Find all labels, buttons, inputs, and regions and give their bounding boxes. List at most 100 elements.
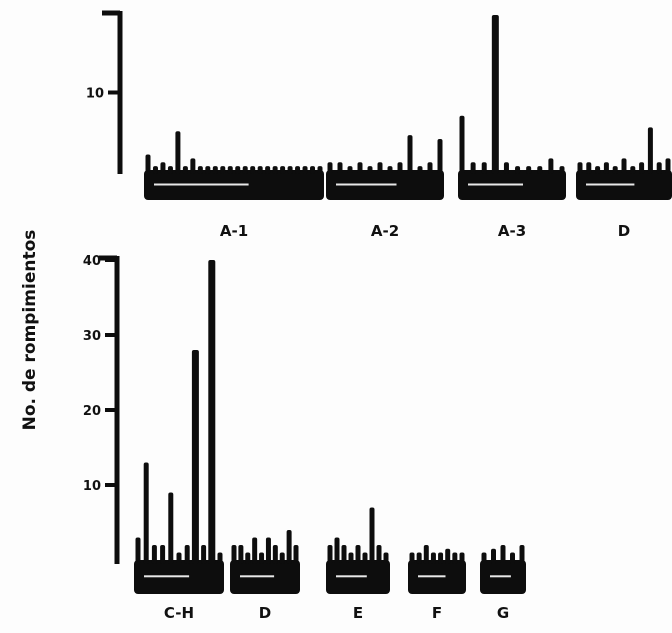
bar (648, 127, 653, 174)
baseline-streak (468, 184, 523, 186)
category-label: G (497, 604, 509, 622)
bar (639, 162, 644, 174)
bar (287, 530, 292, 564)
bar (515, 166, 520, 174)
bar (613, 166, 618, 174)
bar-group: G (480, 545, 526, 622)
y-axis-label: No. de rompimientos (20, 230, 40, 431)
y-tick-label: 10 (83, 479, 101, 494)
bar (370, 508, 375, 565)
bar (348, 166, 353, 174)
bar (604, 162, 609, 174)
bar (235, 166, 240, 174)
panel-top: 10 A-1 A-2 A-3 D (86, 11, 672, 240)
y-axis-label-text: No. de rompimientos (20, 230, 40, 431)
bar (144, 463, 149, 565)
category-label: D (259, 604, 271, 622)
bar (410, 553, 415, 565)
bar (335, 538, 340, 565)
bar (445, 549, 450, 564)
bar (205, 166, 210, 174)
baseline-streak (154, 184, 249, 186)
bar (520, 545, 525, 564)
bar (471, 162, 476, 174)
bar (388, 166, 393, 174)
bar (537, 166, 542, 174)
bar (318, 166, 323, 174)
bar (252, 538, 257, 565)
category-label: A-3 (498, 222, 526, 240)
bar (428, 162, 433, 174)
bar (288, 166, 293, 174)
bar (510, 553, 515, 565)
bar (160, 162, 165, 174)
bar-group: A-3 (458, 15, 566, 240)
bar-group: A-2 (326, 135, 444, 240)
bar (408, 135, 413, 174)
bar (586, 162, 591, 174)
bar (438, 553, 443, 565)
bar-group: D (230, 530, 300, 622)
baseline-streak (240, 575, 274, 577)
bar (273, 545, 278, 564)
bar (259, 553, 264, 565)
bar (198, 166, 203, 174)
bar (295, 166, 300, 174)
bar (228, 166, 233, 174)
bar (431, 553, 436, 565)
bar (280, 553, 285, 565)
panel-bottom: 10 20 30 40 C-H D E F G (83, 254, 526, 622)
bar (377, 545, 382, 564)
bar (358, 162, 363, 174)
bar (548, 158, 553, 174)
bar (183, 166, 188, 174)
bar (266, 538, 271, 565)
bar (482, 553, 487, 565)
bar-group: C-H (134, 260, 224, 622)
bar (238, 545, 243, 564)
bar-group: F (408, 545, 466, 622)
bar (560, 166, 565, 174)
bar (384, 553, 389, 565)
bar (232, 545, 237, 564)
category-label: F (432, 604, 442, 622)
bar (526, 166, 531, 174)
bar (303, 166, 308, 174)
bar (243, 166, 248, 174)
bar (273, 166, 278, 174)
bar (504, 162, 509, 174)
category-label: A-2 (371, 222, 399, 240)
bar-group: E (326, 508, 390, 623)
bar (595, 166, 600, 174)
bar (622, 158, 627, 174)
bar (356, 545, 361, 564)
bar (218, 553, 223, 565)
y-tick-label: 30 (83, 329, 101, 344)
bar (501, 545, 506, 564)
bar (190, 158, 195, 174)
category-label: A-1 (220, 222, 248, 240)
category-label: E (353, 604, 363, 622)
bar (280, 166, 285, 174)
bar (208, 260, 215, 564)
category-label: C-H (164, 604, 194, 622)
bar (294, 545, 299, 564)
bar (245, 553, 250, 565)
bar-group: A-1 (144, 131, 324, 240)
bar (310, 166, 315, 174)
category-label: D (618, 222, 630, 240)
baseline-streak (418, 575, 446, 577)
bar (328, 545, 333, 564)
bar (398, 162, 403, 174)
bar (160, 545, 165, 564)
bar (657, 162, 662, 174)
baseline-streak (336, 575, 367, 577)
bar (265, 166, 270, 174)
bar (452, 553, 457, 565)
baseline-streak (490, 575, 511, 577)
bar (146, 155, 151, 175)
bar (153, 166, 158, 174)
bar (482, 162, 487, 174)
bar (152, 545, 157, 564)
baseline-streak (336, 184, 397, 186)
